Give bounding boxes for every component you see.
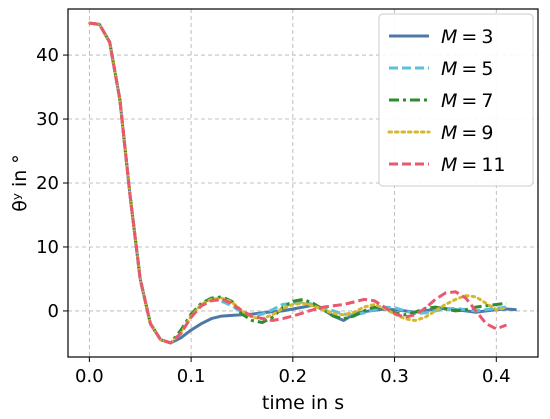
legend-operator: = bbox=[461, 154, 477, 176]
legend-operator: = bbox=[461, 122, 477, 144]
legend-label-1: M = 3 bbox=[441, 26, 493, 48]
y-tick-label: 40 bbox=[36, 45, 59, 66]
y-tick-label: 0 bbox=[48, 301, 59, 322]
legend-label-5: M = 11 bbox=[441, 154, 506, 176]
legend: M = 3M = 5M = 7M = 9M = 11 bbox=[378, 13, 534, 187]
x-axis-label: time in s bbox=[262, 392, 344, 414]
y-axis-label: θʸ in ° bbox=[9, 154, 31, 212]
legend-label-4: M = 9 bbox=[441, 122, 493, 144]
y-tick-label: 30 bbox=[36, 109, 59, 130]
y-tick-label: 10 bbox=[36, 237, 59, 258]
legend-variable: M bbox=[441, 58, 457, 80]
legend-value: 5 bbox=[481, 58, 493, 80]
legend-value: 9 bbox=[481, 122, 493, 144]
legend-variable: M bbox=[441, 90, 457, 112]
legend-variable: M bbox=[441, 154, 457, 176]
legend-label-2: M = 5 bbox=[441, 58, 493, 80]
legend-variable: M bbox=[441, 26, 457, 48]
x-tick-label: 0.1 bbox=[177, 366, 206, 387]
series-lines bbox=[87, 21, 517, 345]
x-tick-label: 0.4 bbox=[482, 366, 511, 387]
series-line-5 bbox=[89, 21, 508, 345]
y-tick-label: 20 bbox=[36, 173, 59, 194]
x-tick-label: 0.0 bbox=[75, 366, 104, 387]
legend-value: 3 bbox=[481, 26, 493, 48]
legend-label-3: M = 7 bbox=[441, 90, 493, 112]
x-ticks: 0.0 0.1 0.2 0.3 0.4 bbox=[75, 357, 511, 387]
legend-operator: = bbox=[461, 26, 477, 48]
legend-value: 7 bbox=[481, 90, 493, 112]
y-ticks: 0 10 20 30 40 bbox=[36, 45, 68, 322]
legend-operator: = bbox=[461, 58, 477, 80]
legend-operator: = bbox=[461, 90, 477, 112]
legend-value: 11 bbox=[481, 154, 505, 176]
x-tick-label: 0.3 bbox=[380, 366, 409, 387]
legend-box bbox=[378, 13, 534, 187]
legend-variable: M bbox=[441, 122, 457, 144]
x-tick-label: 0.2 bbox=[279, 366, 308, 387]
